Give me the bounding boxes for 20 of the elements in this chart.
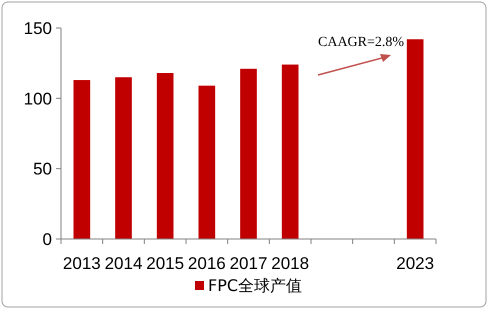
x-tick-label: 2023: [396, 254, 434, 273]
x-tick-label: 2014: [104, 254, 142, 273]
y-tick-label: 100: [24, 89, 52, 108]
bar: [282, 64, 298, 239]
y-tick-label: 0: [42, 230, 52, 249]
bar: [74, 80, 90, 239]
bar: [156, 73, 174, 239]
bar: [406, 39, 424, 239]
bar: [115, 77, 132, 239]
bar: [240, 68, 257, 239]
x-tick-label: 2018: [271, 254, 310, 273]
y-tick-label: 50: [33, 160, 52, 179]
bar: [198, 86, 216, 239]
y-tick-label: 150: [24, 19, 52, 38]
x-tick-label: 2017: [230, 254, 268, 273]
x-tick-label: 2013: [62, 254, 101, 273]
legend-label: FPC全球产值: [208, 276, 302, 295]
x-tick-label: 2016: [188, 254, 226, 273]
annotation: CAAGR=2.8%: [318, 35, 404, 50]
x-tick-label: 2015: [146, 254, 184, 273]
